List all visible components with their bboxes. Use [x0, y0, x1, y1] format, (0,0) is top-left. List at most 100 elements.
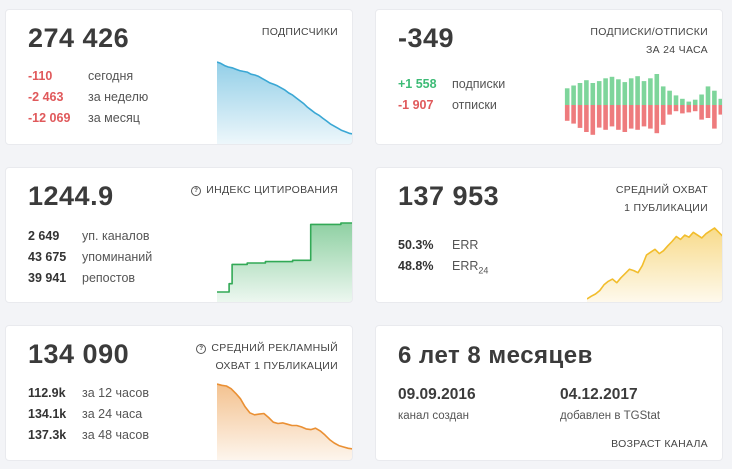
- subscribers-card[interactable]: 274 426 ПОДПИСЧИКИ -110 сегодня -2 463 за …: [5, 9, 353, 145]
- created-date: 09.09.2016: [398, 386, 476, 403]
- sparkline-line: [217, 222, 352, 293]
- unsubscribe-bar: [577, 105, 583, 128]
- ad-reach-sparkline: [217, 383, 352, 460]
- stat-value: 43 675: [28, 250, 67, 264]
- subscribe-bar: [609, 76, 615, 105]
- ad-reach-card[interactable]: 134 090 ? СРЕДНИЙ РЕКЛАМНЫЙ ОХВАТ 1 ПУБЛИ…: [5, 325, 353, 461]
- stat-value: 137.3k: [28, 428, 67, 442]
- subscribe-bar: [564, 88, 570, 105]
- stat-row-24h: 134.1k за 24 часа: [28, 404, 149, 425]
- created-block: 09.09.2016 канал создан: [398, 386, 476, 422]
- subscribe-bar: [660, 86, 666, 105]
- avg-reach-card[interactable]: 137 953 СРЕДНИЙ ОХВАТ 1 ПУБЛИКАЦИИ 50.3%…: [375, 167, 723, 303]
- unsubscribe-bar: [616, 105, 621, 130]
- stat-value: 50.3%: [398, 238, 434, 252]
- sparkline-line: [587, 227, 722, 300]
- stat-label: сегодня: [88, 69, 134, 83]
- unsubscribe-bar: [622, 105, 628, 132]
- citation-card[interactable]: 1244.9 ? ИНДЕКС ЦИТИРОВАНИЯ 2 649 уп. кана…: [5, 167, 353, 303]
- stat-label: ERR: [452, 238, 479, 252]
- ad-reach-value: 134 090: [28, 339, 130, 369]
- info-icon[interactable]: ?: [196, 344, 207, 354]
- subscribers-sparkline: [217, 61, 352, 144]
- channel-age-card[interactable]: 6 лет 8 месяцев 09.09.2016 канал создан …: [375, 325, 723, 461]
- ad-reach-label: ? СРЕДНИЙ РЕКЛАМНЫЙ ОХВАТ 1 ПУБЛИКАЦИИ: [196, 339, 338, 375]
- stat-row-month: -12 069 за месяц: [28, 108, 148, 129]
- subscribe-bar: [648, 78, 653, 105]
- label-line-1: ПОДПИСКИ/ОТПИСКИ: [590, 26, 708, 38]
- channel-age-label: ВОЗРАСТ КАНАЛА: [611, 438, 708, 450]
- subscribe-bar: [590, 83, 596, 105]
- unsubscribe-bar: [660, 105, 666, 125]
- stat-row-subscribed: +1 558 подписки: [398, 74, 505, 95]
- unsubscribe-bar: [712, 105, 717, 129]
- unsubscribe-bar: [654, 105, 660, 134]
- stat-label: отписки: [452, 98, 497, 112]
- stat-label: уп. каналов: [82, 229, 150, 243]
- subscribers-value: 274 426: [28, 23, 130, 53]
- sparkline-area: [217, 62, 352, 144]
- stat-label: упоминаний: [82, 250, 153, 264]
- unsubscribe-bar: [590, 105, 596, 135]
- stat-value: +1 558: [398, 77, 437, 91]
- unsubscribe-bar: [641, 105, 647, 127]
- subscribe-bar: [622, 82, 628, 105]
- avg-reach-value: 137 953: [398, 181, 500, 211]
- stat-label: за месяц: [88, 111, 140, 125]
- added-block: 04.12.2017 добавлен в TGStat: [560, 386, 660, 422]
- unsubscribe-bar: [571, 105, 576, 124]
- subscribe-bar: [667, 90, 672, 105]
- stat-label: за 24 часа: [82, 407, 143, 421]
- unsubscribe-bar: [603, 105, 608, 130]
- unsubscribe-bar: [705, 105, 711, 118]
- stat-value: -1 907: [398, 98, 434, 112]
- citation-stats: 2 649 уп. каналов 43 675 упоминаний 39 941…: [28, 226, 152, 289]
- stat-row-week: -2 463 за неделю: [28, 87, 148, 108]
- unsubscribe-bar: [686, 105, 692, 113]
- sparkline-line: [217, 383, 352, 450]
- stat-value: 48.8%: [398, 259, 434, 273]
- avg-reach-stats: 50.3% ERR 48.8% ERR24: [398, 235, 488, 277]
- channel-age-value: 6 лет 8 месяцев: [398, 342, 593, 369]
- created-label: канал создан: [398, 410, 469, 422]
- stat-value: -110: [28, 69, 53, 83]
- subscribe-bar: [616, 79, 621, 105]
- stat-label: за неделю: [88, 90, 149, 104]
- subscribe-bar: [673, 95, 679, 105]
- sparkline-area: [217, 384, 352, 460]
- ad-reach-stats: 112.9k за 12 часов 134.1k за 24 часа 137.3…: [28, 383, 149, 446]
- citation-sparkline: [217, 222, 352, 302]
- stat-row-channels: 2 649 уп. каналов: [28, 226, 152, 247]
- stat-label: за 48 часов: [82, 428, 149, 442]
- label-line-2: ОХВАТ 1 ПУБЛИКАЦИИ: [215, 360, 338, 372]
- label-line-2: ЗА 24 ЧАСА: [646, 44, 708, 56]
- label-line-2: 1 ПУБЛИКАЦИИ: [624, 202, 708, 214]
- sparkline-area: [587, 228, 722, 302]
- stat-value: 2 649: [28, 229, 60, 243]
- subscribe-unsubscribe-label: ПОДПИСКИ/ОТПИСКИ ЗА 24 ЧАСА: [590, 23, 708, 59]
- info-icon[interactable]: ?: [191, 186, 202, 196]
- subscribe-unsubscribe-bars: [564, 74, 722, 135]
- unsubscribe-bar: [609, 105, 615, 127]
- subscribe-bar: [705, 86, 711, 105]
- stat-label-subscript: 24: [478, 265, 489, 276]
- subscribe-unsubscribe-card[interactable]: -349 ПОДПИСКИ/ОТПИСКИ ЗА 24 ЧАСА +1 558 п…: [375, 9, 723, 145]
- stat-value: -2 463: [28, 90, 64, 104]
- stat-label: за 12 часов: [82, 386, 149, 400]
- stat-value: 39 941: [28, 271, 67, 285]
- subscribe-bar: [699, 94, 704, 105]
- unsubscribe-bar: [596, 105, 602, 128]
- stat-row-unsubscribed: -1 907 отписки: [398, 95, 505, 116]
- unsubscribe-bar: [667, 105, 672, 115]
- unsubscribe-bar: [673, 105, 679, 112]
- subscribe-bar: [680, 98, 685, 105]
- subscribe-bar: [641, 81, 647, 105]
- avg-reach-sparkline: [587, 227, 722, 302]
- subscribe-bar: [577, 83, 583, 105]
- subscribe-bar: [596, 81, 602, 105]
- stat-row-reposts: 39 941 репостов: [28, 268, 152, 289]
- label-text: ИНДЕКС ЦИТИРОВАНИЯ: [206, 184, 338, 196]
- citation-value: 1244.9: [28, 181, 114, 211]
- avg-reach-label: СРЕДНИЙ ОХВАТ 1 ПУБЛИКАЦИИ: [616, 181, 708, 217]
- subscribe-bar: [603, 78, 608, 105]
